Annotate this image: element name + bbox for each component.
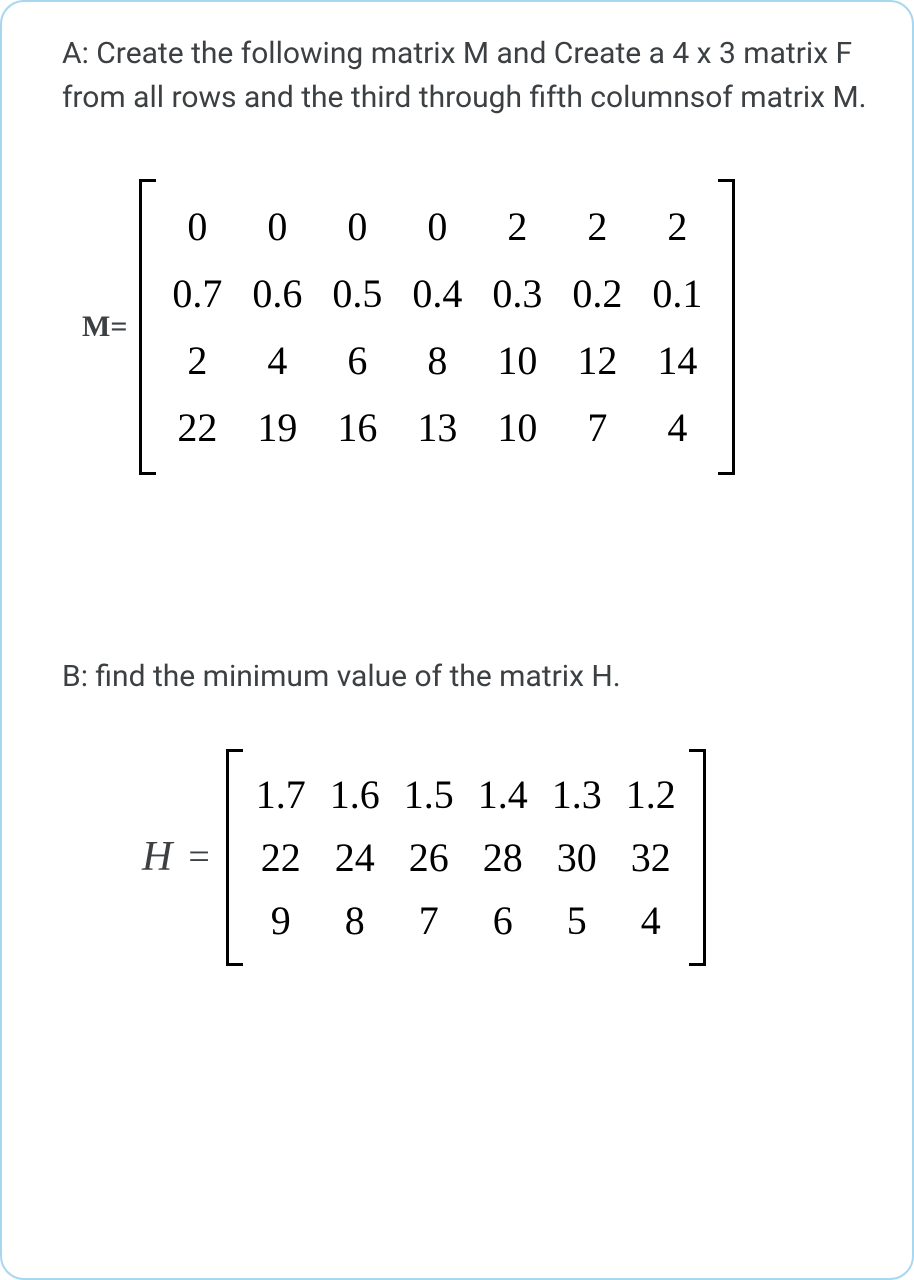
matrix-cell: 4 (614, 889, 688, 952)
matrix-h-table: 1.7 1.6 1.5 1.4 1.3 1.2 22 24 26 28 30 3… (244, 763, 688, 952)
matrix-cell: 6 (466, 889, 540, 952)
matrix-cell: 22 (244, 826, 318, 889)
matrix-m-block: M= 0 0 0 0 2 2 2 0.7 0.6 0.5 0.4 0 (82, 179, 872, 475)
matrix-cell: 12 (557, 327, 637, 394)
matrix-cell: 30 (540, 826, 614, 889)
matrix-cell: 22 (157, 394, 237, 461)
matrix-cell: 0.1 (637, 260, 717, 327)
matrix-cell: 24 (318, 826, 392, 889)
matrix-cell: 4 (637, 394, 717, 461)
bracket-left-icon (139, 179, 156, 475)
part-b-prompt: B: find the minimum value of the matrix … (62, 655, 872, 699)
part-a-prompt: A: Create the following matrix M and Cre… (62, 32, 872, 119)
matrix-cell: 1.7 (244, 763, 318, 826)
matrix-cell: 1.3 (540, 763, 614, 826)
matrix-cell: 1.6 (318, 763, 392, 826)
matrix-cell: 8 (318, 889, 392, 952)
table-row: 0.7 0.6 0.5 0.4 0.3 0.2 0.1 (157, 260, 717, 327)
matrix-cell: 0.2 (557, 260, 637, 327)
matrix-cell: 28 (466, 826, 540, 889)
matrix-cell: 1.5 (392, 763, 466, 826)
matrix-cell: 16 (317, 394, 397, 461)
matrix-cell: 19 (237, 394, 317, 461)
bracket-right-icon (689, 749, 706, 966)
matrix-cell: 0.4 (397, 260, 477, 327)
matrix-h-block: H = 1.7 1.6 1.5 1.4 1.3 1.2 22 24 26 28 (142, 749, 872, 966)
matrix-cell: 0 (317, 193, 397, 260)
matrix-m: 0 0 0 0 2 2 2 0.7 0.6 0.5 0.4 0.3 0.2 0.… (139, 179, 735, 475)
matrix-cell: 5 (540, 889, 614, 952)
matrix-cell: 10 (477, 327, 557, 394)
bracket-right-icon (718, 179, 735, 475)
table-row: 2 4 6 8 10 12 14 (157, 327, 717, 394)
matrix-cell: 8 (397, 327, 477, 394)
matrix-cell: 0 (397, 193, 477, 260)
page: A: Create the following matrix M and Cre… (0, 0, 914, 1280)
matrix-h-label: H (142, 833, 172, 881)
bracket-left-icon (226, 749, 243, 966)
matrix-cell: 7 (557, 394, 637, 461)
matrix-cell: 0 (237, 193, 317, 260)
table-row: 1.7 1.6 1.5 1.4 1.3 1.2 (244, 763, 688, 826)
matrix-cell: 4 (237, 327, 317, 394)
matrix-cell: 2 (637, 193, 717, 260)
matrix-cell: 10 (477, 394, 557, 461)
equals-sign: = (188, 835, 209, 879)
matrix-cell: 2 (477, 193, 557, 260)
matrix-h: 1.7 1.6 1.5 1.4 1.3 1.2 22 24 26 28 30 3… (226, 749, 706, 966)
matrix-m-table: 0 0 0 0 2 2 2 0.7 0.6 0.5 0.4 0.3 0.2 0.… (157, 193, 717, 461)
matrix-cell: 2 (157, 327, 237, 394)
matrix-cell: 14 (637, 327, 717, 394)
matrix-cell: 13 (397, 394, 477, 461)
matrix-cell: 0.7 (157, 260, 237, 327)
matrix-cell: 0.3 (477, 260, 557, 327)
matrix-cell: 9 (244, 889, 318, 952)
matrix-cell: 2 (557, 193, 637, 260)
matrix-cell: 6 (317, 327, 397, 394)
table-row: 22 24 26 28 30 32 (244, 826, 688, 889)
matrix-cell: 1.2 (614, 763, 688, 826)
matrix-cell: 26 (392, 826, 466, 889)
table-row: 22 19 16 13 10 7 4 (157, 394, 717, 461)
matrix-cell: 32 (614, 826, 688, 889)
table-row: 0 0 0 0 2 2 2 (157, 193, 717, 260)
matrix-m-label: M= (82, 310, 127, 344)
table-row: 9 8 7 6 5 4 (244, 889, 688, 952)
matrix-cell: 1.4 (466, 763, 540, 826)
matrix-cell: 0 (157, 193, 237, 260)
matrix-cell: 0.6 (237, 260, 317, 327)
matrix-cell: 0.5 (317, 260, 397, 327)
matrix-cell: 7 (392, 889, 466, 952)
